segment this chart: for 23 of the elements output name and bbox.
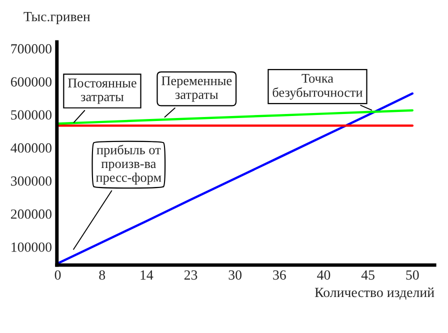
x-axis-title: Количество изделий: [314, 288, 434, 300]
y-tick-label: 100000: [12, 242, 52, 252]
x-tick-label: 0: [54, 270, 61, 280]
x-tick-label: 30: [228, 270, 242, 280]
y-tick-label: 400000: [10, 143, 52, 153]
annotation: Переменные затраты: [162, 76, 232, 102]
x-tick-label: 23: [184, 270, 198, 280]
x-tick-label: 36: [273, 270, 286, 280]
x-tick-label: 50: [406, 270, 419, 280]
y-tick-label: 300000: [11, 176, 52, 186]
line-series: [56, 109, 414, 125]
y-tick-label: 700000: [11, 44, 52, 54]
y-tick-label: 500000: [11, 110, 52, 120]
x-tick-label: 40: [317, 270, 330, 280]
x-tick-label: 45: [361, 270, 374, 280]
y-tick-label: 600000: [10, 77, 52, 87]
annotation: Постоянные затраты: [68, 78, 136, 104]
y-axis-title: Тыс.гривен: [24, 12, 90, 24]
x-tick-label: 8: [99, 270, 106, 280]
y-tick-label: 200000: [10, 209, 52, 219]
annotation: прибыль от произв-ва пресс-форм: [96, 144, 162, 185]
annotation: Точка безубыточности: [272, 74, 362, 100]
x-tick-label: 14: [140, 270, 154, 280]
